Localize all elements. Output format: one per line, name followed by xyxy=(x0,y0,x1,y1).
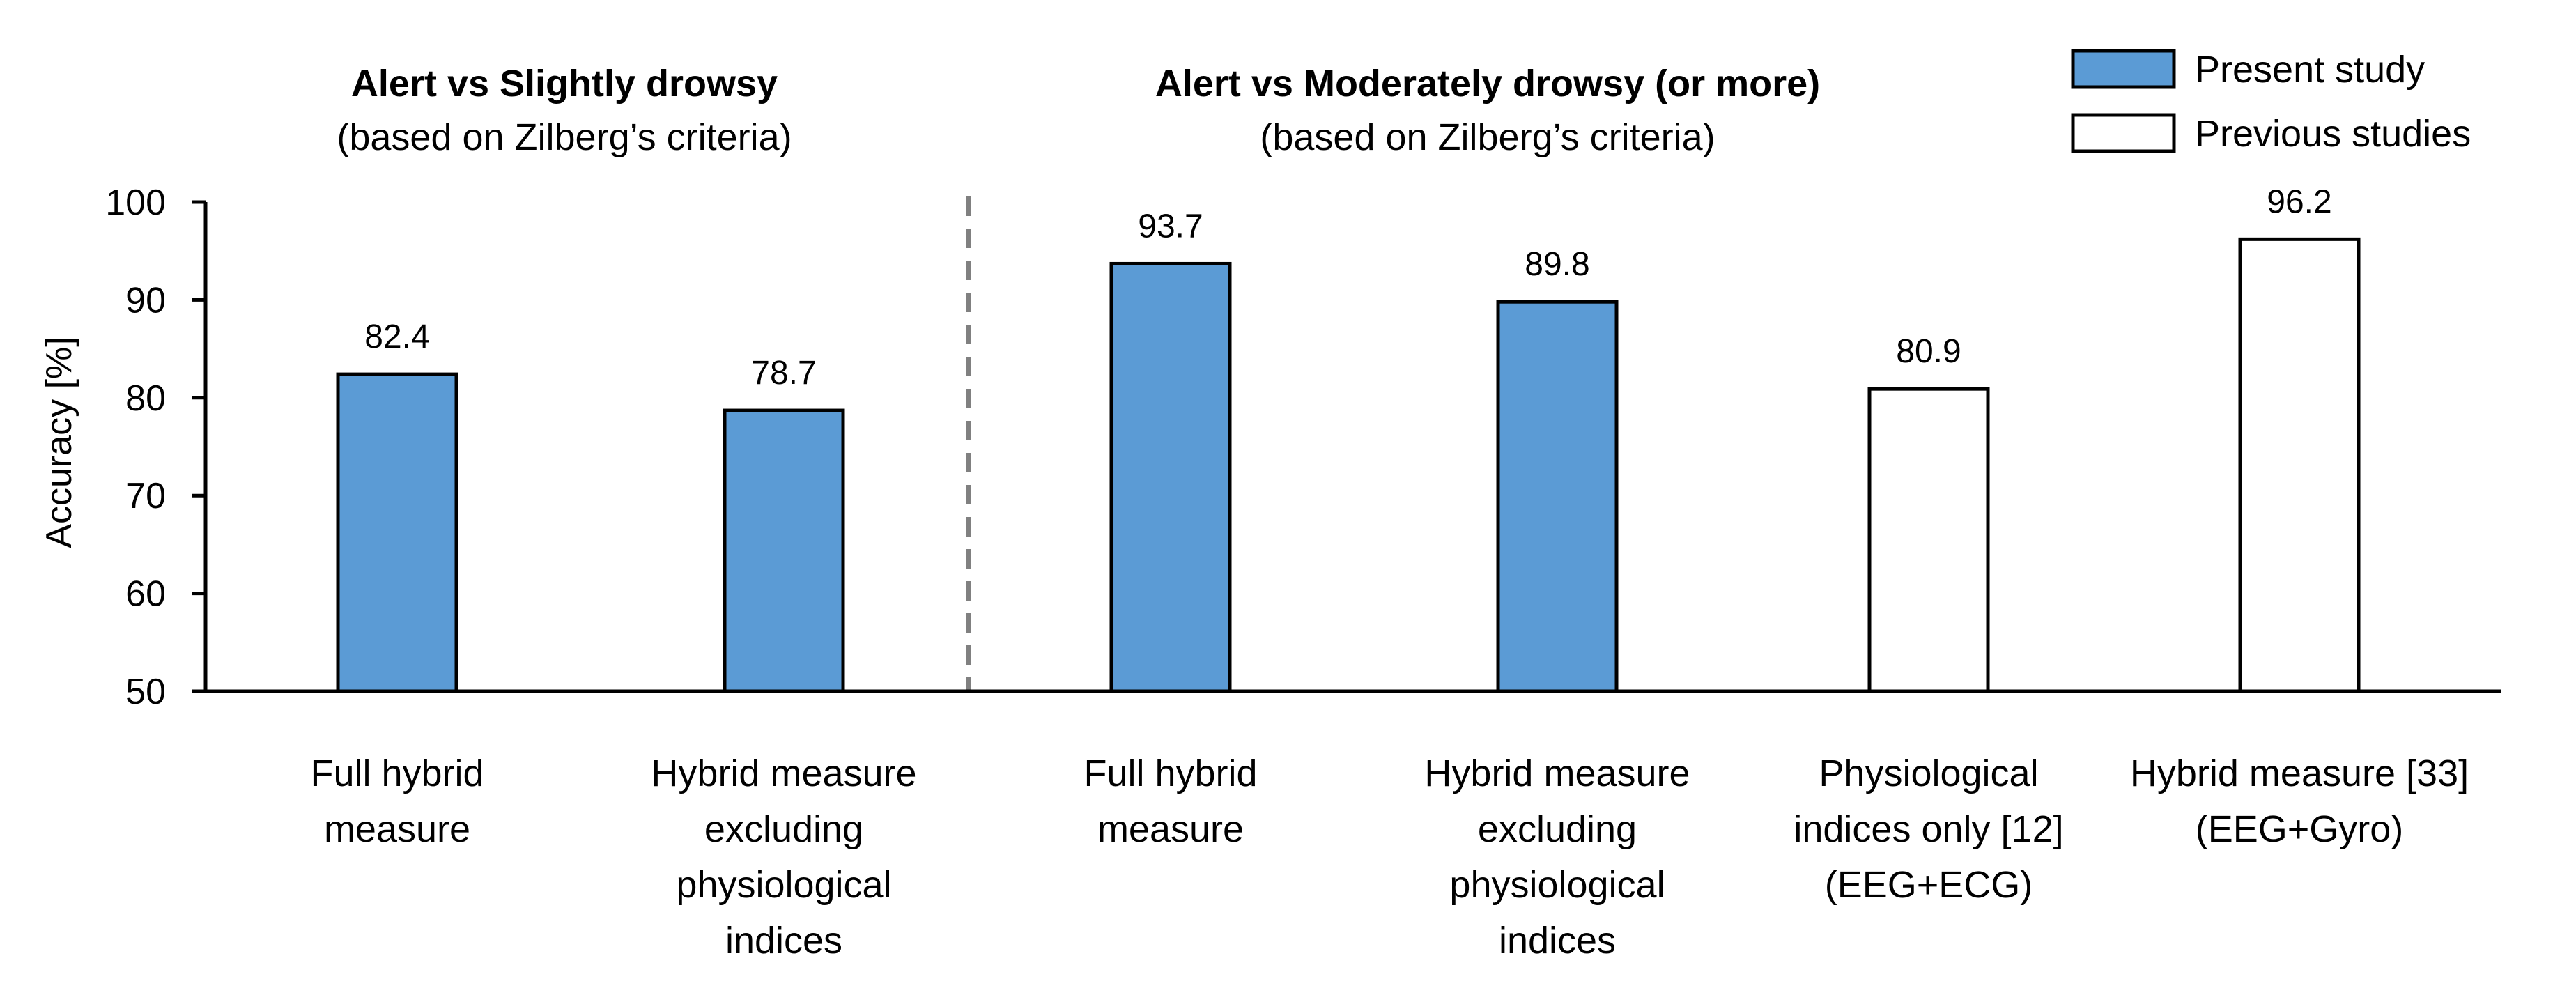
legend-label-previous-studies: Previous studies xyxy=(2195,113,2471,155)
group-subtitle-slightly-drowsy: (based on Zilberg’s criteria) xyxy=(337,116,792,158)
y-tick-label: 70 xyxy=(125,476,166,516)
bars: 82.4 Full hybrid measure 78.7 Hybrid measure… xyxy=(310,183,2469,962)
category-label: Hybrid measure excluding physiological indi… xyxy=(1424,753,1690,962)
category-label: Hybrid measure [33] (EEG+Gyro) xyxy=(2130,753,2469,850)
data-label: 78.7 xyxy=(751,355,816,392)
bar xyxy=(1109,261,1232,693)
legend: Present study Previous studies xyxy=(2071,49,2471,155)
category-label: Full hybrid measure xyxy=(1083,753,1257,850)
bar xyxy=(2238,237,2361,693)
data-label: 82.4 xyxy=(364,318,429,355)
category-label: Hybrid measure excluding physiological indi… xyxy=(651,753,916,962)
category-label: Full hybrid measure xyxy=(310,753,484,850)
data-label: 89.8 xyxy=(1525,246,1589,283)
bar xyxy=(723,408,845,693)
group-title-slightly-drowsy: Alert vs Slightly drowsy xyxy=(351,63,778,105)
legend-swatch-previous-studies xyxy=(2071,113,2176,153)
bar xyxy=(1496,300,1619,693)
y-tick-label: 90 xyxy=(125,280,166,321)
data-label: 93.7 xyxy=(1138,208,1203,245)
y-tick-label: 80 xyxy=(125,378,166,419)
y-tick-label: 60 xyxy=(125,574,166,615)
legend-swatch-present-study xyxy=(2071,49,2176,89)
y-axis-label: Accuracy [%] xyxy=(39,337,79,548)
y-tick-label: 100 xyxy=(105,183,166,223)
bar xyxy=(336,372,458,693)
y-tick-label: 50 xyxy=(125,672,166,712)
data-label: 80.9 xyxy=(1896,333,1961,370)
bar xyxy=(1867,387,1990,693)
category-label: Physiological indices only [12] (EEG+ECG) xyxy=(1794,753,2063,906)
legend-label-present-study: Present study xyxy=(2195,49,2425,91)
data-label: 96.2 xyxy=(2267,183,2331,220)
y-axis: 50 60 70 80 90 100 xyxy=(105,183,206,712)
group-title-moderately-drowsy: Alert vs Moderately drowsy (or more) xyxy=(1155,63,1820,105)
group-subtitle-moderately-drowsy: (based on Zilberg’s criteria) xyxy=(1260,116,1715,158)
